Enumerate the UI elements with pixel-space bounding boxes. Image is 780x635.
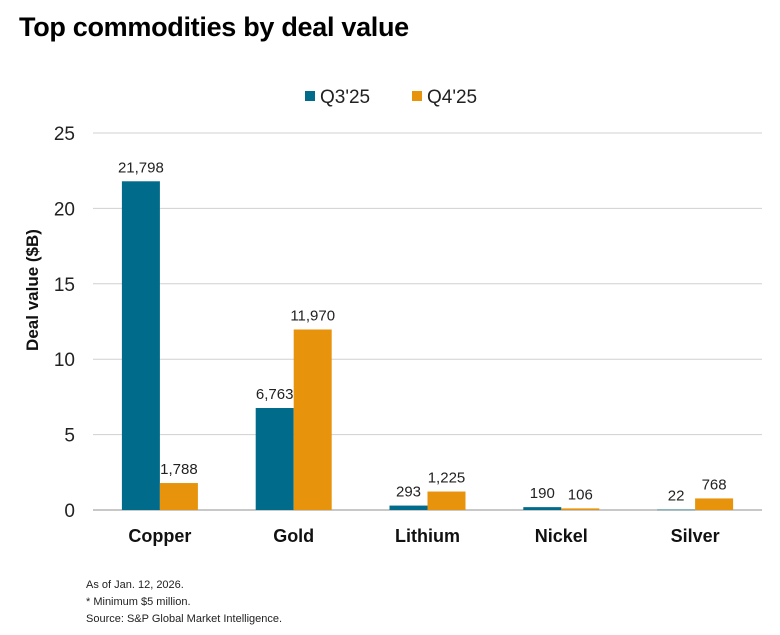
bar-lithium-q3 <box>389 505 428 510</box>
data-label: 1,225 <box>428 470 466 487</box>
x-tick-label: Copper <box>128 526 191 546</box>
bar-gold-q3 <box>255 408 294 510</box>
x-tick-label: Gold <box>273 526 314 546</box>
legend-swatch <box>412 91 422 101</box>
bar-lithium-q4 <box>427 491 466 510</box>
y-tick-label: 20 <box>54 199 75 220</box>
y-tick-label: 10 <box>54 350 75 371</box>
bar-nickel-q3 <box>523 507 562 510</box>
x-tick-label: Silver <box>671 526 720 546</box>
data-label: 11,970 <box>290 307 335 324</box>
bar-silver-q3 <box>657 509 696 511</box>
bar-silver-q4 <box>695 498 734 510</box>
footnote-minimum: * Minimum $5 million. <box>86 596 191 608</box>
footnote-source: Source: S&P Global Market Intelligence. <box>86 613 283 625</box>
bar-nickel-q4 <box>561 508 600 510</box>
footnotes: As of Jan. 12, 2026. * Minimum $5 millio… <box>86 577 282 628</box>
x-tick-label: Nickel <box>535 526 588 546</box>
y-tick-label: 5 <box>64 426 75 447</box>
data-label: 293 <box>396 484 421 501</box>
data-label: 106 <box>568 486 593 503</box>
data-label: 1,788 <box>160 461 198 478</box>
bar-copper-q3 <box>121 181 160 510</box>
data-label: 768 <box>702 476 727 493</box>
x-tick-label: Lithium <box>395 526 460 546</box>
data-label: 21,798 <box>118 159 164 176</box>
bar-gold-q4 <box>293 329 332 510</box>
data-label: 6,763 <box>256 386 294 403</box>
legend-label: Q4'25 <box>427 87 477 108</box>
y-tick-label: 0 <box>64 501 75 522</box>
data-label: 22 <box>668 488 685 505</box>
data-label: 190 <box>530 485 555 502</box>
chart-title: Top commodities by deal value <box>19 12 409 42</box>
bar-copper-q4 <box>159 483 198 510</box>
y-axis-label: Deal value ($B) <box>23 229 42 351</box>
y-tick-label: 25 <box>54 124 75 145</box>
y-tick-label: 15 <box>54 275 75 296</box>
footnote-date: As of Jan. 12, 2026. <box>86 579 184 591</box>
legend-label: Q3'25 <box>320 87 370 108</box>
legend-swatch <box>305 91 315 101</box>
